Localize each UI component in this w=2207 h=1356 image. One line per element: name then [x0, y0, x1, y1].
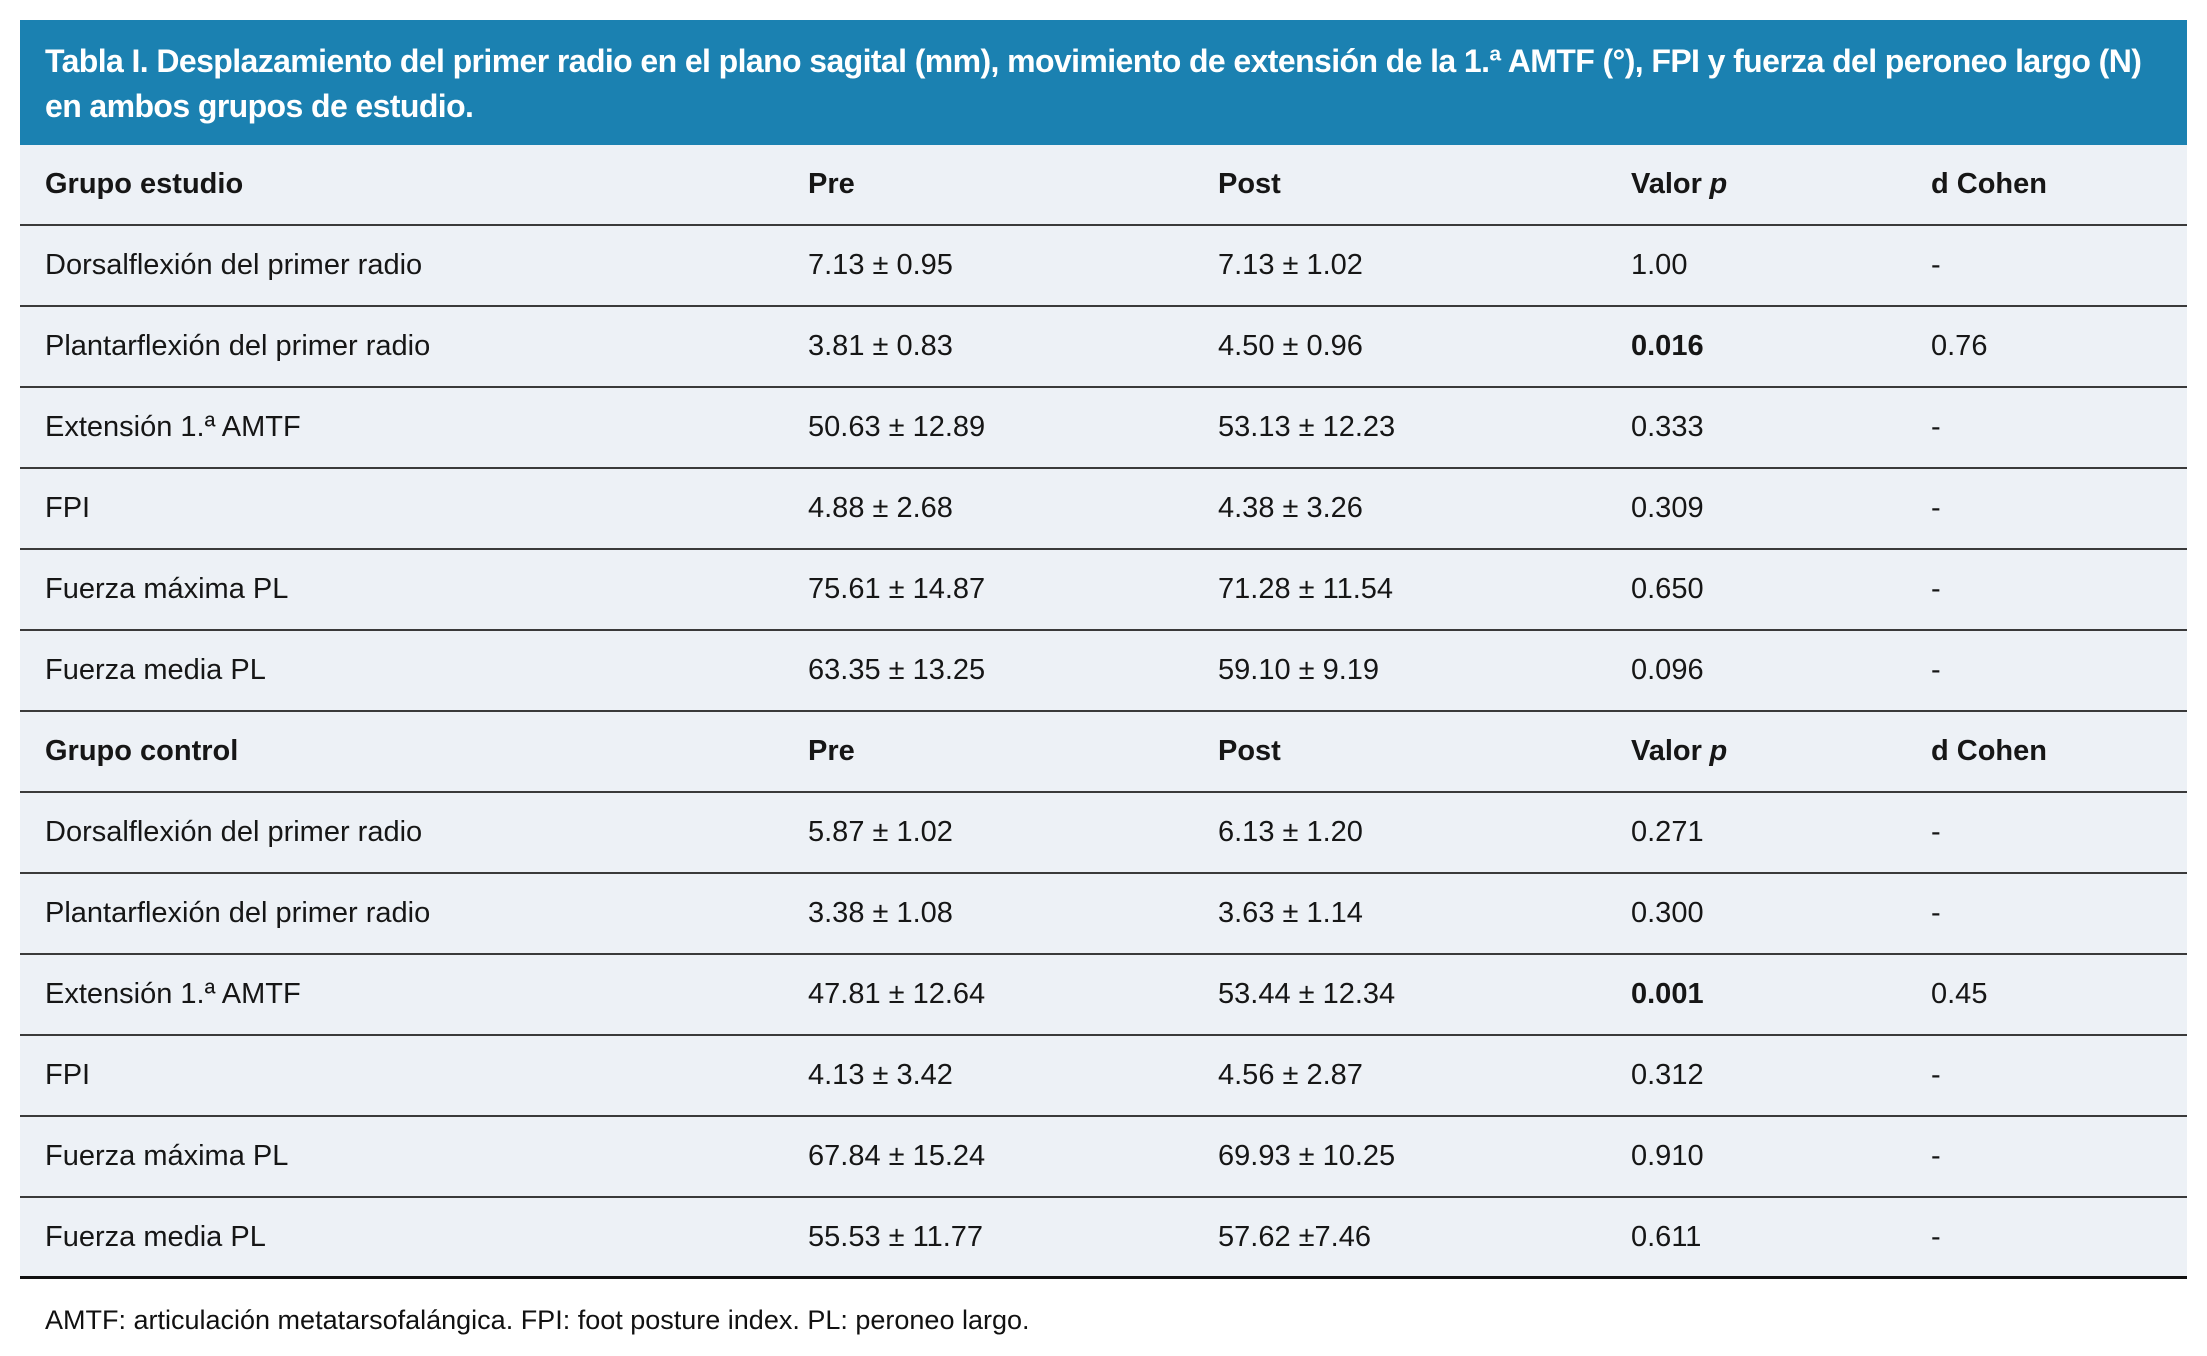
group-name: Grupo estudio [45, 168, 244, 200]
d-cohen-value: - [1931, 492, 1941, 524]
p-label: p [1709, 735, 1728, 767]
row-label: Fuerza máxima PL [45, 1140, 289, 1172]
table-row: Fuerza máxima PL 75.61 ± 14.87 71.28 ± 1… [20, 550, 2187, 631]
table-title: Tabla I. Desplazamiento del primer radio… [20, 20, 2187, 145]
table-row: Extensión 1.ª AMTF 47.81 ± 12.64 53.44 ±… [20, 955, 2187, 1036]
valor-label: Valor [1631, 168, 1702, 200]
row-label: Fuerza media PL [45, 1220, 266, 1253]
pre-value: 3.38 ± 1.08 [808, 897, 953, 929]
group-header-row-estudio: Grupo estudio Pre Post Valor p d Cohen [20, 145, 2187, 226]
p-value: 0.016 [1631, 330, 1704, 362]
post-value: 71.28 ± 11.54 [1218, 573, 1394, 605]
row-label: Fuerza media PL [45, 654, 266, 686]
valor-label: Valor [1631, 735, 1702, 767]
d-cohen-value: - [1931, 1220, 1941, 1253]
row-label: Plantarflexión del primer radio [45, 330, 431, 362]
table-row: Dorsalflexión del primer radio 7.13 ± 0.… [20, 226, 2187, 307]
table-footnote: AMTF: articulación metatarsofalángica. F… [45, 1305, 1030, 1335]
p-value: 0.300 [1631, 897, 1704, 929]
d-cohen-value: - [1931, 249, 1941, 281]
d-cohen-value: - [1931, 1140, 1941, 1172]
d-cohen-value: 0.76 [1931, 330, 1988, 362]
p-value: 0.333 [1631, 411, 1704, 443]
row-label: Fuerza máxima PL [45, 573, 289, 605]
p-value: 0.001 [1631, 978, 1704, 1010]
pre-value: 3.81 ± 0.83 [808, 330, 953, 362]
d-cohen-value: - [1931, 654, 1941, 686]
row-label: Dorsalflexión del primer radio [45, 249, 423, 281]
pre-value: 4.13 ± 3.42 [808, 1059, 953, 1091]
post-value: 3.63 ± 1.14 [1218, 897, 1363, 929]
post-value: 4.56 ± 2.87 [1218, 1059, 1363, 1091]
post-value: 59.10 ± 9.19 [1218, 654, 1380, 686]
table-row: Dorsalflexión del primer radio 5.87 ± 1.… [20, 793, 2187, 874]
p-value: 0.910 [1631, 1140, 1704, 1172]
pre-value: 55.53 ± 11.77 [808, 1220, 984, 1253]
pre-value: 63.35 ± 13.25 [808, 654, 986, 686]
p-value: 0.271 [1631, 816, 1704, 848]
pre-value: 67.84 ± 15.24 [808, 1140, 986, 1172]
table-row: FPI 4.88 ± 2.68 4.38 ± 3.26 0.309 - [20, 469, 2187, 550]
p-value: 0.650 [1631, 573, 1704, 605]
post-value: 7.13 ± 1.02 [1218, 249, 1363, 281]
p-value: 0.312 [1631, 1059, 1704, 1091]
table-row: Plantarflexión del primer radio 3.38 ± 1… [20, 874, 2187, 955]
col-header-d-cohen: d Cohen [1931, 168, 2047, 200]
pre-value: 75.61 ± 14.87 [808, 573, 986, 605]
col-header-pre: Pre [808, 168, 855, 200]
post-value: 69.93 ± 10.25 [1218, 1140, 1396, 1172]
post-value: 57.62 ±7.46 [1218, 1220, 1371, 1253]
row-label: Plantarflexión del primer radio [45, 897, 431, 929]
row-label: Extensión 1.ª AMTF [45, 978, 301, 1010]
table-row: Extensión 1.ª AMTF 50.63 ± 12.89 53.13 ±… [20, 388, 2187, 469]
table-row: Fuerza máxima PL 67.84 ± 15.24 69.93 ± 1… [20, 1117, 2187, 1198]
post-value: 6.13 ± 1.20 [1218, 816, 1363, 848]
table-row: Fuerza media PL 55.53 ± 11.77 57.62 ±7.4… [20, 1198, 2187, 1279]
group-header-row-control: Grupo control Pre Post Valor p d Cohen [20, 712, 2187, 793]
p-value: 0.611 [1631, 1220, 1702, 1253]
p-value: 1.00 [1631, 249, 1688, 281]
p-label: p [1709, 168, 1728, 200]
pre-value: 7.13 ± 0.95 [808, 249, 953, 281]
col-header-post: Post [1218, 168, 1281, 200]
p-value: 0.309 [1631, 492, 1704, 524]
col-header-valor-p: Valor p [1631, 735, 1931, 768]
d-cohen-value: - [1931, 816, 1941, 848]
row-label: Extensión 1.ª AMTF [45, 411, 301, 443]
col-header-post: Post [1218, 735, 1281, 767]
pre-value: 5.87 ± 1.02 [808, 816, 953, 848]
post-value: 4.50 ± 0.96 [1218, 330, 1363, 362]
col-header-d-cohen: d Cohen [1931, 735, 2047, 767]
d-cohen-value: - [1931, 897, 1941, 929]
post-value: 4.38 ± 3.26 [1218, 492, 1363, 524]
pre-value: 4.88 ± 2.68 [808, 492, 953, 524]
post-value: 53.44 ± 12.34 [1218, 978, 1396, 1010]
d-cohen-value: - [1931, 573, 1941, 605]
d-cohen-value: - [1931, 411, 1941, 443]
table-row: Plantarflexión del primer radio 3.81 ± 0… [20, 307, 2187, 388]
row-label: Dorsalflexión del primer radio [45, 816, 423, 848]
row-label: FPI [45, 1059, 91, 1091]
col-header-valor-p: Valor p [1631, 168, 1931, 201]
table-row: FPI 4.13 ± 3.42 4.56 ± 2.87 0.312 - [20, 1036, 2187, 1117]
table-container: Tabla I. Desplazamiento del primer radio… [20, 20, 2187, 1336]
d-cohen-value: 0.45 [1931, 978, 1988, 1010]
group-name: Grupo control [45, 735, 239, 767]
row-label: FPI [45, 492, 91, 524]
d-cohen-value: - [1931, 1059, 1941, 1091]
col-header-pre: Pre [808, 735, 855, 767]
pre-value: 47.81 ± 12.64 [808, 978, 986, 1010]
table-row: Fuerza media PL 63.35 ± 13.25 59.10 ± 9.… [20, 631, 2187, 712]
pre-value: 50.63 ± 12.89 [808, 411, 986, 443]
post-value: 53.13 ± 12.23 [1218, 411, 1396, 443]
p-value: 0.096 [1631, 654, 1704, 686]
